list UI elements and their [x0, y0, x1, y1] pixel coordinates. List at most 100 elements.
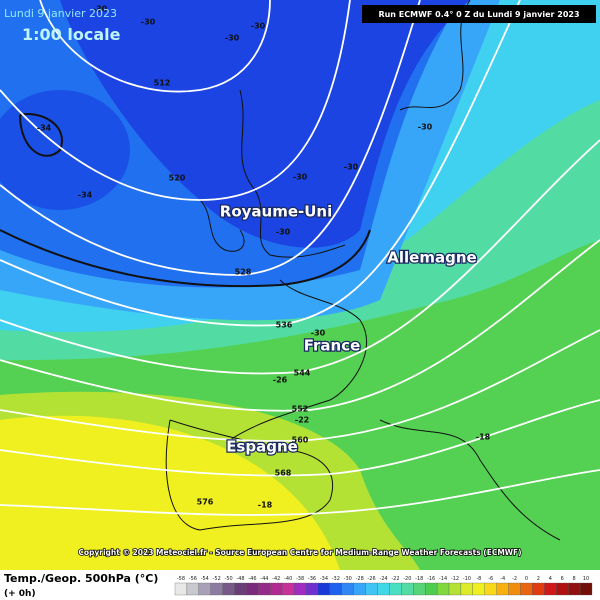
legend-tick-label: -2 [512, 576, 517, 582]
contour-label: 560 [292, 436, 309, 445]
legend-swatch [210, 582, 223, 596]
legend-swatch [186, 582, 199, 596]
legend-swatch [484, 582, 497, 596]
legend-tick-label: -8 [476, 576, 481, 582]
legend-tick-label: -24 [379, 576, 387, 582]
labels: -30 -30 -30 -30 512 -34 -34 520 -30 -30 -30 -30 528 5… [37, 5, 491, 510]
legend-lead: (+ 0h) [4, 589, 36, 599]
legend-swatch [520, 582, 533, 596]
legend-swatch [401, 582, 414, 596]
isolines [0, 0, 600, 516]
legend-tick-label: -14 [439, 576, 447, 582]
contour-label: -34 [37, 124, 52, 133]
legend-tick-label: -6 [488, 576, 493, 582]
time: 1:00 locale [22, 25, 121, 44]
legend-tick-label: -20 [403, 576, 411, 582]
legend-tick-label: -26 [367, 576, 375, 582]
contour-label: -26 [273, 376, 288, 385]
temperature-field [0, 0, 600, 570]
contour-label: -30 [276, 228, 291, 237]
legend-swatch [246, 582, 259, 596]
contour-label: 512 [154, 79, 171, 88]
legend-swatch [496, 582, 509, 596]
legend-tick-label: -4 [500, 576, 505, 582]
contour-label: 544 [294, 369, 311, 378]
legend-tick-label: -30 [344, 576, 352, 582]
legend-tick-label: 2 [537, 576, 540, 582]
legend-tick-label: -18 [415, 576, 423, 582]
legend-swatch [293, 582, 307, 596]
contour-label: -30 [311, 329, 326, 338]
contour-label: 520 [169, 174, 186, 183]
legend-swatch [305, 582, 319, 596]
legend-swatch [425, 582, 438, 596]
legend-swatch [472, 582, 485, 596]
place-name: Allemagne [387, 249, 476, 267]
contour-label: -30 [418, 123, 433, 132]
legend-tick-label: -12 [451, 576, 459, 582]
legend-swatch [365, 582, 378, 596]
legend-swatch [460, 582, 474, 596]
contour-label: -30 [225, 34, 240, 43]
contour-label: -30 [141, 18, 156, 27]
legend-tick-label: 6 [561, 576, 564, 582]
legend-tick-label: -56 [189, 576, 197, 582]
run-info: Run ECMWF 0.4° 0 Z du Lundi 9 janvier 20… [378, 10, 579, 19]
legend-swatch [222, 582, 235, 596]
legend-swatch [174, 582, 188, 596]
legend-swatch [568, 582, 581, 596]
legend-swatch [556, 582, 569, 596]
legend-swatch [282, 582, 295, 596]
legend-tick-label: -32 [332, 576, 340, 582]
contour-label: -30 [293, 173, 308, 182]
legend-tick-label: -52 [213, 576, 221, 582]
legend-swatch [317, 582, 331, 596]
legend-swatch [353, 582, 366, 596]
legend-swatch [508, 582, 521, 596]
legend-swatch [544, 582, 557, 596]
legend-swatch [234, 582, 247, 596]
legend-tick-label: -22 [391, 576, 399, 582]
place-name: France [304, 337, 361, 355]
contour-label: 552 [292, 405, 309, 414]
legend-tick-label: -46 [248, 576, 256, 582]
legend-tick-label: 10 [583, 576, 589, 582]
contour-label: -30 [93, 5, 108, 14]
legend-swatch [532, 582, 545, 596]
date: Lundi 9 janvier 2023 [4, 7, 117, 20]
contour-label: -34 [78, 191, 93, 200]
legend-tick-label: -48 [236, 576, 244, 582]
legend-swatch [436, 582, 450, 596]
legend-swatch [329, 582, 342, 596]
legend-swatch [389, 582, 402, 596]
legend-tick-label: -38 [296, 576, 304, 582]
contour-label: 528 [235, 268, 252, 277]
legend-tick-label: -54 [201, 576, 209, 582]
legend-tick-label: -34 [320, 576, 328, 582]
legend-tick-label: -42 [272, 576, 280, 582]
contour-label: -18 [476, 433, 491, 442]
legend-swatch [579, 582, 593, 596]
contour-label: -30 [251, 22, 266, 31]
legend-tick-label: 8 [573, 576, 576, 582]
legend-title: Temp./Geop. 500hPa (°C) [4, 572, 158, 585]
legend-tick-label: -28 [356, 576, 364, 582]
legend-tick-label: 4 [549, 576, 552, 582]
legend-tick-label: -50 [225, 576, 233, 582]
legend-swatch [270, 582, 283, 596]
legend-tick-label: -36 [308, 576, 316, 582]
legend-swatch [377, 582, 390, 596]
copyright: Copyright © 2023 Meteociel.fr - Source E… [78, 548, 521, 557]
contour-label: -30 [344, 163, 359, 172]
legend-tick-label: -10 [463, 576, 471, 582]
contour-label: -22 [295, 416, 309, 425]
legend-swatch [448, 582, 462, 596]
contour-label: 568 [275, 469, 292, 478]
legend-swatch [198, 582, 211, 596]
legend-tick-label: -16 [427, 576, 435, 582]
place-name: Espagne [226, 438, 298, 456]
legend-tick-label: 0 [525, 576, 528, 582]
legend-tick-label: -40 [284, 576, 292, 582]
contour-label: -18 [258, 501, 273, 510]
